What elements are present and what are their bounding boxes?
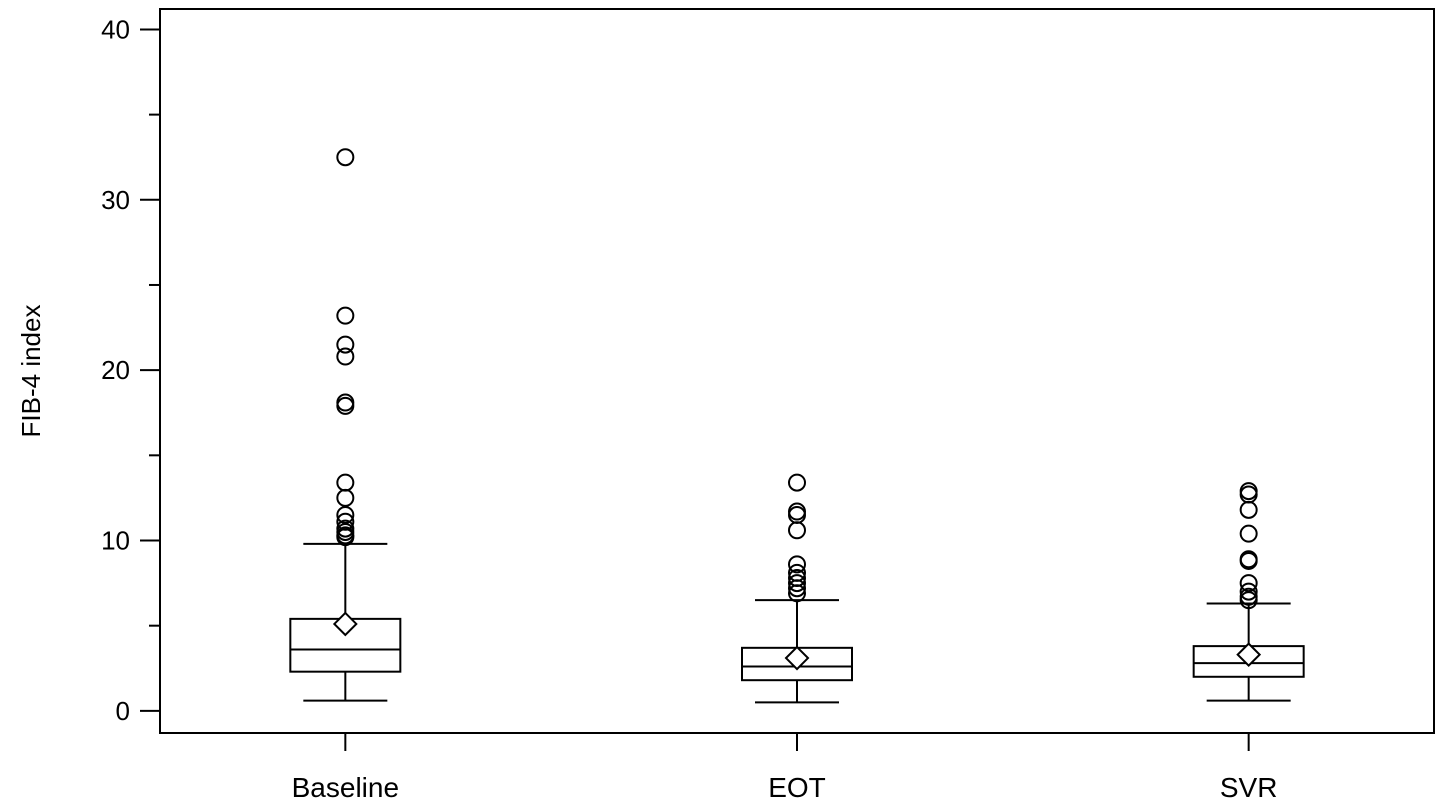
box-group-baseline [289,148,402,702]
outlier-point [336,528,355,547]
outlier-point [336,148,355,167]
y-tick-label: 40 [101,14,130,44]
outlier-point [1239,485,1258,504]
box-group-eot [741,473,853,704]
outlier-point [1239,524,1258,543]
outlier-point [788,521,806,540]
mean-marker [332,611,358,637]
outlier-point [336,396,355,415]
mean-marker [784,645,810,671]
y-tick-label: 20 [101,355,130,385]
outlier-point [1239,574,1258,593]
outlier-point [1239,551,1258,570]
outlier-point [788,473,806,492]
outlier-point [336,335,355,354]
outlier-point [788,502,806,521]
y-axis-label: FIB-4 index [16,305,46,438]
x-tick-label: EOT [768,772,826,803]
y-tick-label: 10 [101,526,130,556]
outlier-point [788,579,806,598]
outlier-point [336,393,355,412]
x-tick-label: SVR [1220,772,1278,803]
outlier-point [336,505,355,524]
outlier-point [788,555,806,574]
outlier-point [336,473,355,492]
outlier-point [336,306,355,325]
outlier-point [1239,591,1258,610]
outlier-point [336,488,355,507]
x-axis: Baseline EOT SVR [292,733,1278,803]
x-tick-label: Baseline [292,772,399,803]
outlier-point [1239,482,1258,501]
y-axis: 0 10 20 30 40 [101,14,160,726]
outlier-point [788,584,806,603]
box-group-svr [1192,482,1305,702]
y-tick-label: 0 [116,696,130,726]
mean-marker [1236,642,1262,668]
outlier-point [336,347,355,366]
box-series [289,148,1305,704]
outlier-point [788,574,806,593]
iqr-box [289,617,402,673]
outlier-point [788,505,806,524]
outlier-point [1239,582,1258,601]
y-tick-label: 30 [101,185,130,215]
outlier-point [1239,500,1258,519]
